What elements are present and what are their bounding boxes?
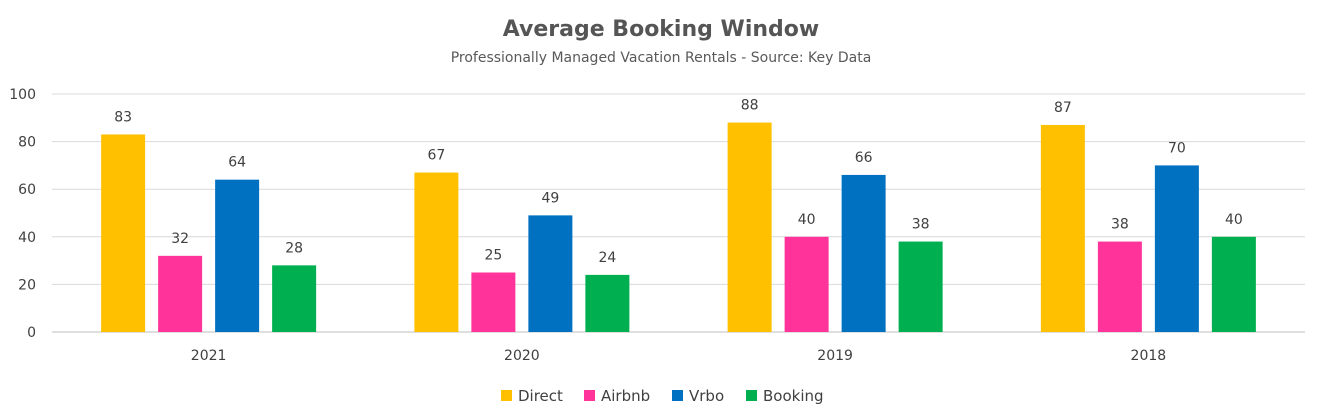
x-category-label: 2019 xyxy=(817,348,853,364)
legend-label-direct: Direct xyxy=(518,387,563,405)
data-label: 87 xyxy=(1054,100,1072,116)
legend-label-airbnb: Airbnb xyxy=(601,387,650,405)
bar-vrbo-2018 xyxy=(1154,165,1199,332)
legend-swatch-booking xyxy=(746,390,757,401)
x-category-label: 2018 xyxy=(1131,348,1167,364)
data-label: 83 xyxy=(114,109,132,125)
bar-vrbo-2021 xyxy=(215,179,260,332)
bars xyxy=(101,122,1256,332)
data-labels: 83 32 64 28 67 25 49 24 88 40 66 38 87 38 70 40 xyxy=(114,98,1243,266)
bar-direct-2019 xyxy=(727,122,772,332)
legend-label-booking: Booking xyxy=(763,387,824,405)
bar-direct-2021 xyxy=(101,134,146,332)
data-label: 28 xyxy=(285,240,303,256)
bar-airbnb-2019 xyxy=(784,236,829,332)
bar-airbnb-2020 xyxy=(471,272,516,332)
bar-vrbo-2019 xyxy=(841,174,886,332)
category-labels: 2021 2020 2019 2018 xyxy=(191,348,1166,364)
bar-booking-2021 xyxy=(272,265,317,332)
data-label: 24 xyxy=(598,250,616,266)
bar-booking-2019 xyxy=(898,241,943,332)
y-tick-label: 80 xyxy=(18,135,36,151)
data-label: 67 xyxy=(427,148,445,164)
y-tick-label: 60 xyxy=(18,182,36,198)
bar-direct-2020 xyxy=(414,172,459,332)
data-label: 64 xyxy=(228,155,246,171)
data-label: 70 xyxy=(1168,140,1186,156)
bar-direct-2018 xyxy=(1040,124,1085,332)
data-label: 25 xyxy=(484,248,502,264)
gridlines: 0 20 40 60 80 100 xyxy=(9,87,1305,341)
legend-label-vrbo: Vrbo xyxy=(689,387,724,405)
data-label: 38 xyxy=(912,217,930,233)
chart-title: Average Booking Window xyxy=(503,17,819,42)
data-label: 38 xyxy=(1111,217,1129,233)
x-category-label: 2021 xyxy=(191,348,227,364)
bar-airbnb-2018 xyxy=(1097,241,1142,332)
data-label: 32 xyxy=(171,231,189,247)
y-tick-label: 40 xyxy=(18,230,36,246)
data-label: 40 xyxy=(798,212,816,228)
bar-booking-2018 xyxy=(1211,236,1256,332)
chart-subtitle: Professionally Managed Vacation Rentals … xyxy=(451,50,872,66)
legend-swatch-direct xyxy=(501,390,512,401)
bar-booking-2020 xyxy=(585,274,630,332)
bar-vrbo-2020 xyxy=(528,215,573,332)
y-tick-label: 0 xyxy=(27,325,36,341)
data-label: 88 xyxy=(741,98,759,114)
data-label: 49 xyxy=(541,190,559,206)
y-tick-label: 20 xyxy=(18,277,36,293)
legend: Direct Airbnb Vrbo Booking xyxy=(501,387,824,405)
legend-swatch-vrbo xyxy=(672,390,683,401)
bar-airbnb-2021 xyxy=(158,255,203,332)
data-label: 66 xyxy=(855,150,873,166)
x-category-label: 2020 xyxy=(504,348,540,364)
legend-swatch-airbnb xyxy=(584,390,595,401)
y-tick-label: 100 xyxy=(9,87,36,103)
data-label: 40 xyxy=(1225,212,1243,228)
